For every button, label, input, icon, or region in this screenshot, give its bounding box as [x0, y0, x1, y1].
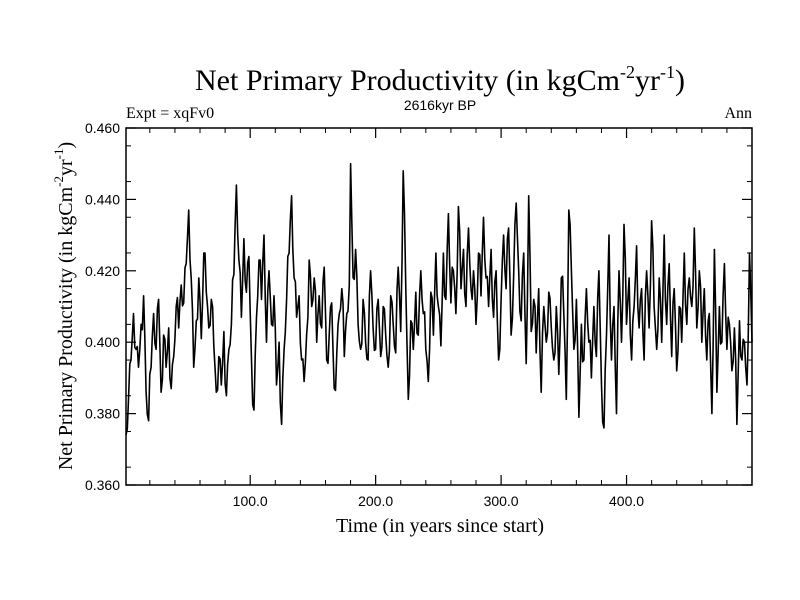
x-tick-label-1: 200.0: [358, 493, 393, 509]
x-tick-label-0: 100.0: [233, 493, 268, 509]
chart-subtitle: 2616kyr BP: [404, 97, 476, 113]
y-tick-label-3: 0.420: [85, 263, 120, 279]
ylabel-mid: yr: [55, 159, 77, 176]
y-axis-label: Net Primary Productivity (in kgCm-2yr-1): [51, 142, 77, 470]
y-tick-label-4: 0.440: [85, 191, 120, 207]
title-sup1: -2: [620, 62, 635, 82]
x-tick-label-2: 300.0: [484, 493, 519, 509]
y-tick-label-5: 0.460: [85, 120, 120, 136]
chart-title: Net Primary Productivity (in kgCm-2yr-1): [195, 62, 685, 97]
title-sup2: -1: [660, 62, 675, 82]
ylabel-main: Net Primary Productivity (in kgCm: [55, 186, 77, 470]
title-mid: yr: [635, 64, 660, 97]
x-axis: 100.0 200.0 300.0 400.0: [149, 128, 728, 509]
season-label: Ann: [724, 105, 752, 122]
x-tick-label-3: 400.0: [609, 493, 644, 509]
y-tick-label-2: 0.400: [85, 334, 120, 350]
y-tick-label-0: 0.360: [85, 477, 120, 493]
npp-series-line: [125, 162, 753, 436]
ylabel-sup1: -2: [51, 176, 66, 187]
ylabel-sup2: -1: [51, 149, 66, 160]
experiment-label: Expt = xqFv0: [126, 105, 214, 122]
y-tick-label-1: 0.380: [85, 406, 120, 422]
y-axis: 0.360 0.380 0.400 0.420 0.440 0.460: [85, 120, 752, 493]
x-axis-label: Time (in years since start): [336, 515, 544, 537]
title-main: Net Primary Productivity (in kgCm: [195, 64, 620, 97]
ylabel-end: ): [55, 142, 77, 149]
plot-frame: [125, 127, 753, 486]
title-end: ): [675, 64, 685, 97]
